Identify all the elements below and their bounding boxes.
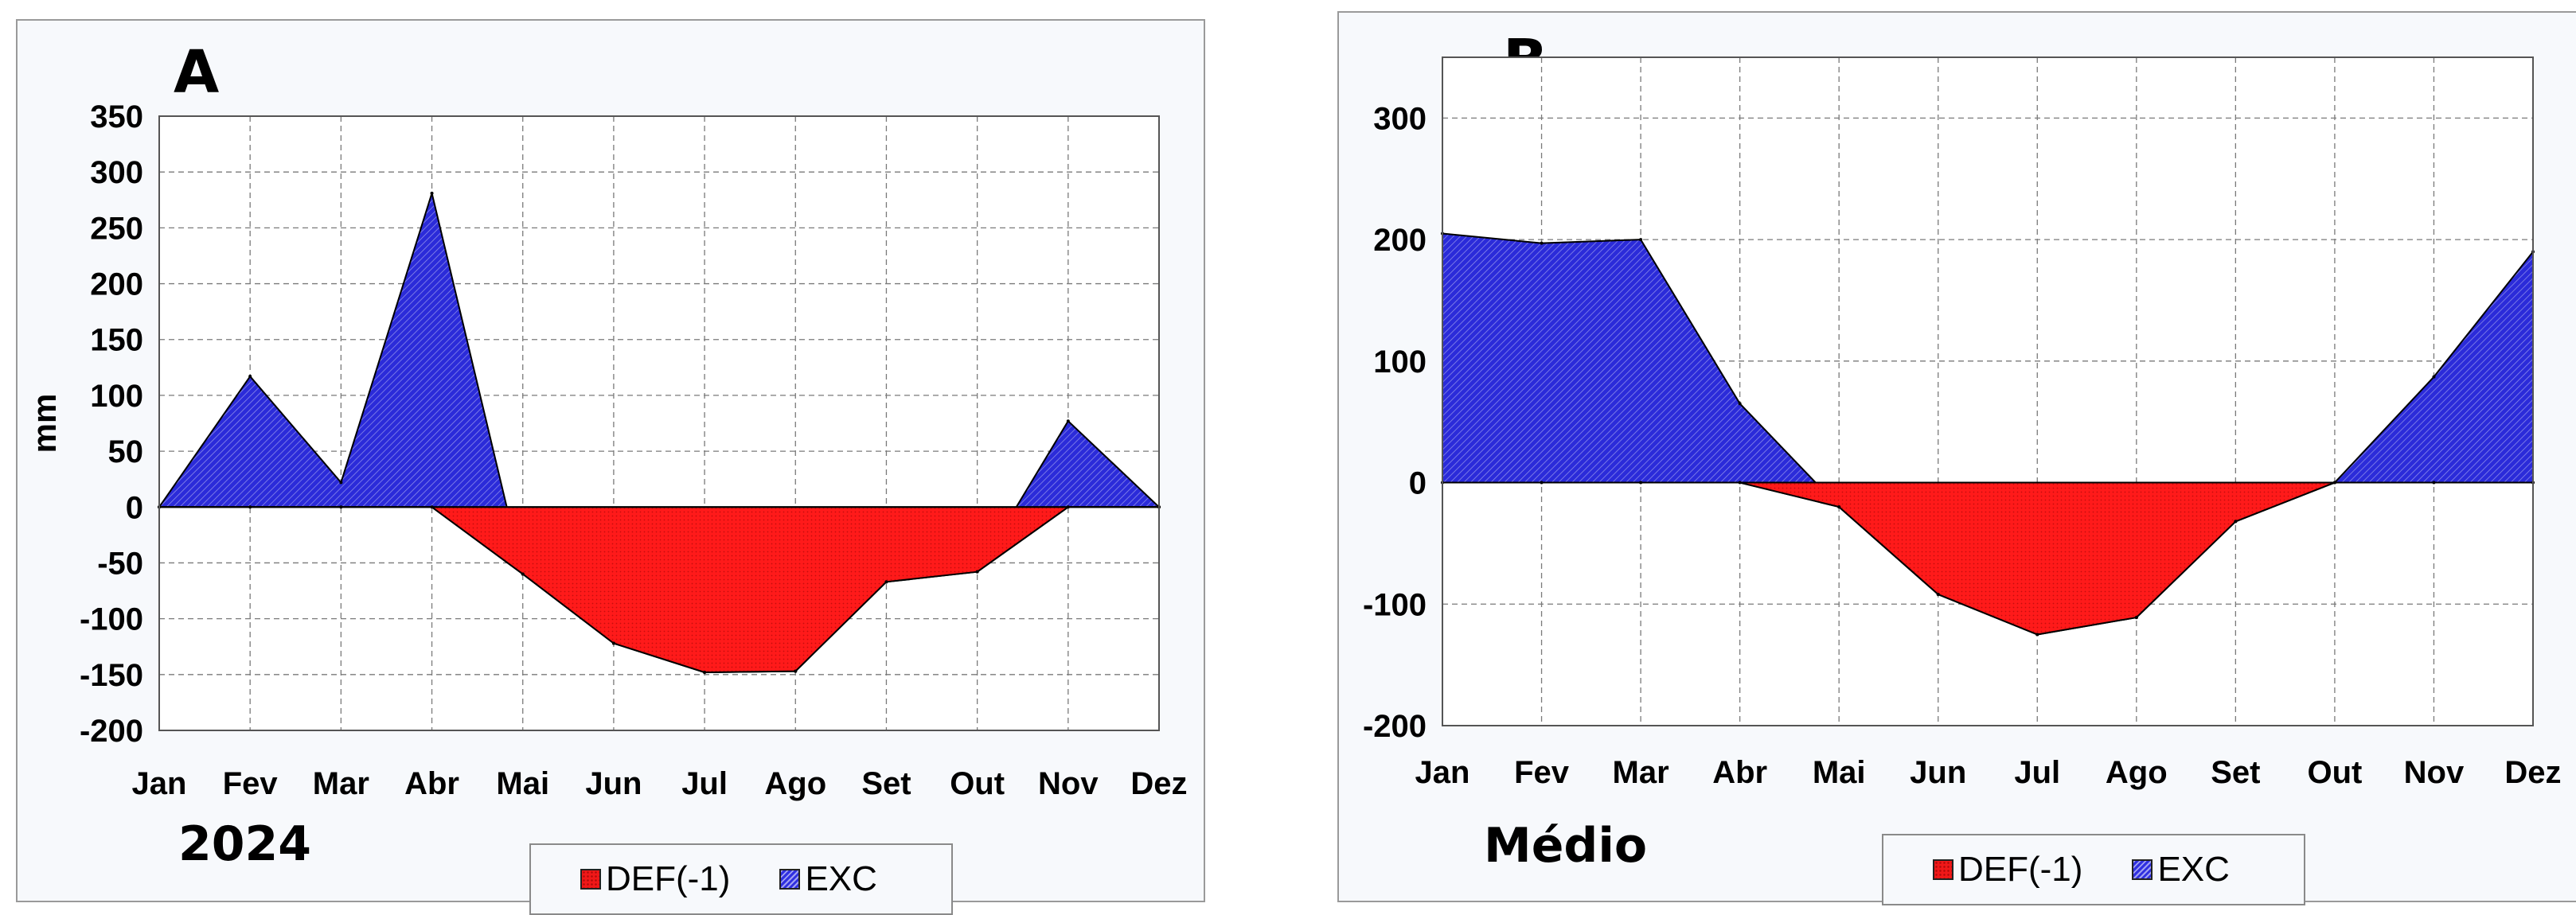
x-tick-label: Ago xyxy=(2106,755,2168,790)
legend-item-exc: EXC xyxy=(2132,850,2230,890)
legend-label-exc: EXC xyxy=(805,859,877,898)
x-tick-label: Mar xyxy=(313,766,369,801)
def-point xyxy=(975,570,979,574)
plot-border xyxy=(1442,56,2534,726)
def-point xyxy=(2234,520,2238,524)
y-tick-label: 200 xyxy=(90,267,143,302)
y-tick-label: 200 xyxy=(1373,223,1427,258)
x-tick-label: Set xyxy=(2211,755,2260,790)
x-tick-label: Jan xyxy=(1415,755,1470,790)
legend-label-exc: EXC xyxy=(2157,850,2230,889)
def-swatch-icon xyxy=(1933,859,1953,880)
exc-point xyxy=(248,375,252,379)
def-point xyxy=(1936,593,1940,597)
x-tick-label: Abr xyxy=(1712,755,1767,790)
y-tick-label: -200 xyxy=(1363,709,1427,744)
def-point xyxy=(703,671,707,675)
chart-caption: Médio xyxy=(1484,818,1648,874)
plot-border xyxy=(158,115,1160,731)
x-tick-label: Fev xyxy=(223,766,279,801)
x-tick-label: Jun xyxy=(1910,755,1966,790)
x-tick-label: Set xyxy=(861,766,911,801)
chart-panel-b: B 3002001000-100-200JanFevMarAbrMaiJunJu… xyxy=(1337,11,2576,905)
x-tick-label: Jul xyxy=(681,766,728,801)
x-tick-label: Nov xyxy=(1038,766,1099,801)
y-tick-label: 50 xyxy=(108,434,144,469)
def-point xyxy=(248,505,252,509)
def-point xyxy=(1639,481,1643,485)
chart-b-legend: DEF(-1) EXC xyxy=(1882,834,2305,905)
x-tick-label: Dez xyxy=(1130,766,1187,801)
legend-item-def: DEF(-1) xyxy=(580,859,730,899)
y-tick-label: -150 xyxy=(80,658,143,693)
exc-swatch-icon xyxy=(2132,859,2153,880)
chart-caption: 2024 xyxy=(178,816,311,872)
y-axis-label: mm xyxy=(1339,362,1346,422)
exc-point xyxy=(1639,238,1643,242)
y-tick-label: 0 xyxy=(126,490,143,525)
x-tick-label: Mai xyxy=(1813,755,1866,790)
def-point xyxy=(521,572,525,576)
def-point xyxy=(430,505,434,509)
x-tick-label: Out xyxy=(2307,755,2362,790)
legend-item-exc: EXC xyxy=(779,859,877,899)
legend-item-def: DEF(-1) xyxy=(1933,850,2082,890)
y-tick-label: 250 xyxy=(90,211,143,246)
x-tick-label: Jan xyxy=(132,766,187,801)
def-point xyxy=(2432,481,2436,485)
def-point xyxy=(1066,505,1070,509)
def-swatch-icon xyxy=(580,869,601,890)
def-point xyxy=(1837,505,1841,509)
x-tick-label: Mai xyxy=(496,766,549,801)
y-tick-label: 150 xyxy=(90,323,143,358)
def-point xyxy=(2134,616,2138,620)
x-tick-label: Nov xyxy=(2404,755,2465,790)
legend-label-def: DEF(-1) xyxy=(606,859,731,898)
x-tick-label: Jun xyxy=(585,766,642,801)
y-tick-label: 0 xyxy=(1409,466,1427,501)
y-tick-label: 100 xyxy=(1373,345,1427,380)
y-tick-label: 300 xyxy=(1373,101,1427,136)
def-point xyxy=(1738,481,1742,485)
exc-point xyxy=(1738,402,1742,406)
x-tick-label: Out xyxy=(950,766,1005,801)
chart-b-plot: 300 200 100 0 -100 -200 Jan Fev Mar Abr Mai Jun Jul A… xyxy=(1339,56,2562,790)
x-tick-label: Mar xyxy=(1613,755,1669,790)
exc-swatch-icon xyxy=(779,869,801,890)
def-point xyxy=(2332,481,2336,485)
exc-point xyxy=(2432,375,2436,379)
exc-point xyxy=(1540,241,1544,245)
def-point xyxy=(339,505,343,509)
exc-point xyxy=(339,481,343,485)
x-tick-label: Abr xyxy=(404,766,459,801)
y-tick-label: -200 xyxy=(80,714,143,749)
def-point xyxy=(2035,633,2039,637)
def-point xyxy=(884,580,888,584)
def-point xyxy=(794,669,798,673)
def-point xyxy=(611,641,615,645)
chart-panel-a: A 350 300 250 200 150 100 50 0 -50 -100 -150 -200 Ja… xyxy=(16,19,1205,915)
legend-label-def: DEF(-1) xyxy=(1958,850,2083,889)
panel-letter: A xyxy=(174,38,220,107)
def-point xyxy=(1540,481,1544,485)
x-tick-label: Fev xyxy=(1514,755,1570,790)
y-tick-label: 350 xyxy=(90,99,143,134)
chart-a-legend: DEF(-1) EXC xyxy=(529,843,953,915)
y-axis-label: mm xyxy=(25,394,63,454)
x-tick-label: Ago xyxy=(764,766,826,801)
y-tick-label: -100 xyxy=(1363,587,1427,622)
exc-point xyxy=(430,191,434,195)
x-tick-label: Dez xyxy=(2504,755,2561,790)
y-tick-label: 300 xyxy=(90,155,143,190)
y-tick-label: -50 xyxy=(97,546,143,581)
x-tick-label: Jul xyxy=(2014,755,2060,790)
exc-point xyxy=(1066,419,1070,423)
y-tick-label: -100 xyxy=(80,602,143,637)
chart-a-plot: 350 300 250 200 150 100 50 0 -50 -100 -150 -200 Jan F… xyxy=(25,99,1188,801)
y-tick-label: 100 xyxy=(90,379,143,414)
